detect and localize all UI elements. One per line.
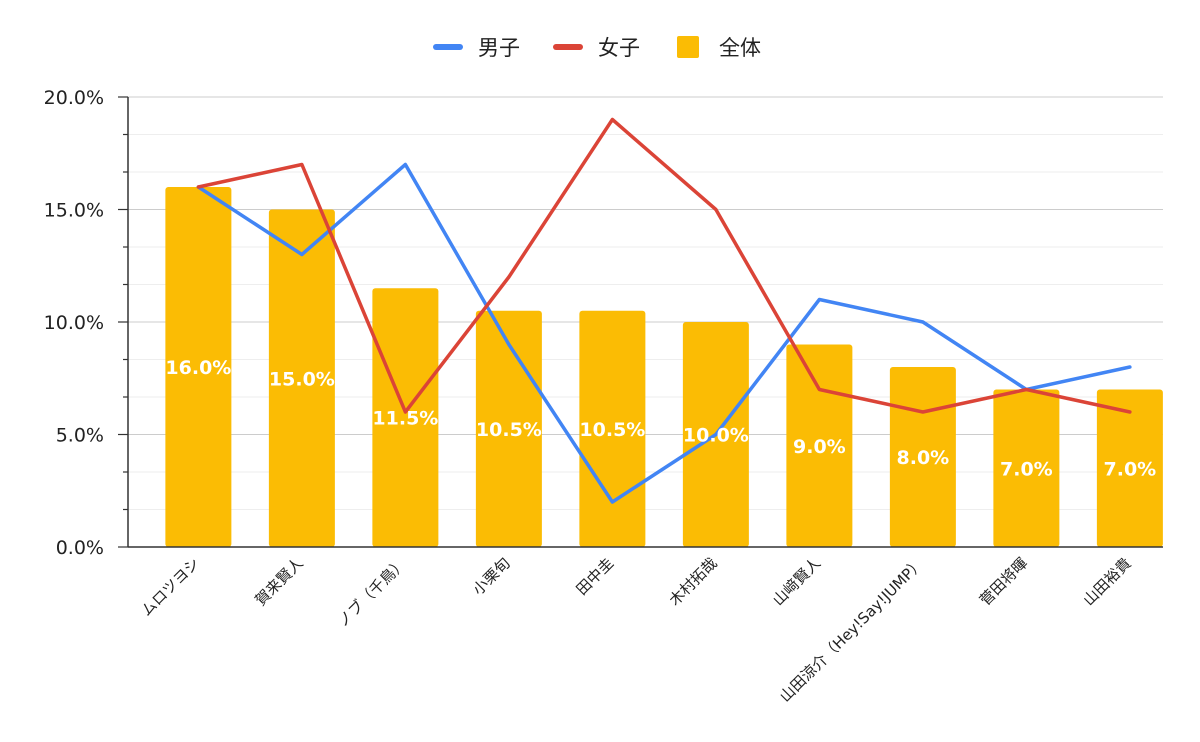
x-tick-label: 小栗旬	[469, 554, 514, 599]
x-tick-label: ムロツヨシ	[137, 554, 203, 620]
x-tick-label: ノブ（千鳥）	[334, 554, 410, 630]
bar-3	[372, 288, 439, 547]
bar-8	[889, 367, 956, 547]
bar-7	[786, 344, 853, 547]
data-label-10: 7.0%	[1104, 458, 1157, 480]
line-series-1	[196, 162, 1132, 504]
legend: 男子 女子 全体	[433, 36, 761, 60]
bar-10	[1096, 389, 1163, 547]
x-tick-label: 木村拓哉	[666, 554, 721, 609]
x-tick-label: 賀来賢人	[252, 554, 307, 609]
y-tick-label: 5.0%	[56, 425, 104, 447]
data-labels: 16.0% 15.0% 11.5% 10.5% 10.5% 10.0% 9.0% 8.0% 7.…	[165, 357, 1156, 480]
data-label-4: 10.5%	[476, 419, 542, 441]
y-tick-label: 0.0%	[56, 537, 104, 559]
x-tick-label: 山﨑賢人	[769, 554, 824, 609]
data-label-6: 10.0%	[683, 425, 749, 447]
bar-series	[165, 187, 1163, 547]
data-label-3: 11.5%	[372, 408, 438, 430]
bar-9	[993, 389, 1060, 547]
data-label-8: 8.0%	[897, 447, 950, 469]
x-tick-label: 菅田将暉	[976, 554, 1031, 609]
legend-label-1: 男子	[478, 36, 520, 60]
legend-swatch-3	[677, 36, 699, 58]
data-label-9: 7.0%	[1000, 458, 1053, 480]
x-tick-label: 田中圭	[573, 554, 618, 599]
legend-label-3: 全体	[719, 36, 761, 60]
bar-5	[579, 310, 646, 547]
y-tick-label: 20.0%	[44, 87, 104, 109]
line-series-2	[196, 117, 1132, 414]
y-tick-label: 15.0%	[44, 200, 104, 222]
bar-2	[268, 209, 335, 547]
legend-label-2: 女子	[598, 36, 640, 60]
y-tick-label: 10.0%	[44, 312, 104, 334]
bar-1	[165, 187, 232, 547]
x-tick-label: 山田裕貴	[1080, 554, 1135, 609]
data-label-7: 9.0%	[793, 436, 846, 458]
data-label-5: 10.5%	[579, 419, 645, 441]
data-label-2: 15.0%	[269, 368, 335, 390]
data-label-1: 16.0%	[165, 357, 231, 379]
line-series	[196, 117, 1132, 504]
